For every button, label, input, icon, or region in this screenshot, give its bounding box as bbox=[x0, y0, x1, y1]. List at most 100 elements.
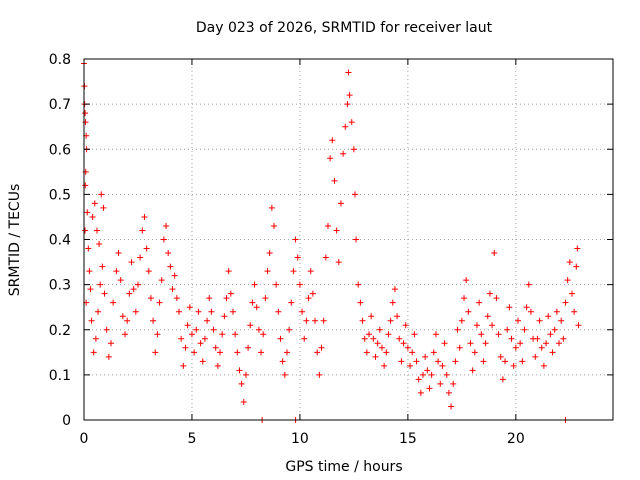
data-point bbox=[523, 304, 530, 311]
data-point bbox=[527, 308, 534, 315]
data-point bbox=[411, 331, 418, 338]
data-point bbox=[219, 331, 226, 338]
data-point bbox=[105, 353, 112, 360]
data-point bbox=[88, 317, 95, 324]
data-point bbox=[299, 308, 306, 315]
y-tick-labels: 0 0.1 0.2 0.3 0.4 0.5 0.6 0.7 0.8 bbox=[49, 52, 71, 429]
data-point bbox=[314, 349, 321, 356]
data-point bbox=[417, 389, 424, 396]
data-point bbox=[404, 344, 411, 351]
y-tick-label: 0.1 bbox=[49, 368, 71, 384]
data-point bbox=[521, 326, 528, 333]
y-tick-label: 0.7 bbox=[49, 97, 71, 113]
data-point bbox=[107, 340, 114, 347]
data-point bbox=[508, 335, 515, 342]
data-point bbox=[184, 322, 191, 329]
x-tick-label: 10 bbox=[291, 431, 309, 447]
data-point bbox=[229, 308, 236, 315]
y-tick-label: 0.4 bbox=[49, 233, 71, 249]
data-point bbox=[119, 313, 126, 320]
data-point bbox=[441, 340, 448, 347]
data-point bbox=[268, 204, 275, 211]
data-point bbox=[124, 317, 131, 324]
data-point bbox=[566, 259, 573, 266]
data-point bbox=[163, 222, 170, 229]
data-point bbox=[103, 326, 110, 333]
data-point bbox=[443, 371, 450, 378]
data-point bbox=[327, 155, 334, 162]
data-point bbox=[564, 277, 571, 284]
data-point bbox=[363, 349, 370, 356]
data-point bbox=[264, 268, 271, 275]
data-point bbox=[247, 322, 254, 329]
y-tick-label: 0.6 bbox=[49, 142, 71, 158]
data-point bbox=[82, 182, 89, 189]
data-point bbox=[158, 277, 165, 284]
data-point bbox=[545, 313, 552, 320]
data-point bbox=[359, 317, 366, 324]
data-point bbox=[137, 254, 144, 261]
data-point bbox=[236, 367, 243, 374]
data-point bbox=[461, 295, 468, 302]
data-point bbox=[473, 322, 480, 329]
data-point bbox=[482, 340, 489, 347]
data-point bbox=[456, 344, 463, 351]
y-axis-title: SRMTID / TECUs bbox=[7, 184, 23, 297]
data-point bbox=[560, 335, 567, 342]
data-point bbox=[540, 362, 547, 369]
data-point bbox=[357, 299, 364, 306]
data-point bbox=[439, 362, 446, 369]
data-point bbox=[255, 326, 262, 333]
x-axis-title: GPS time / hours bbox=[285, 459, 402, 475]
data-point bbox=[376, 326, 383, 333]
data-point bbox=[238, 380, 245, 387]
data-point bbox=[240, 398, 247, 405]
data-point bbox=[279, 358, 286, 365]
data-point bbox=[562, 299, 569, 306]
data-point bbox=[450, 380, 457, 387]
data-point bbox=[283, 349, 290, 356]
data-point bbox=[201, 335, 208, 342]
data-point bbox=[486, 290, 493, 297]
data-point bbox=[86, 268, 93, 275]
data-point bbox=[288, 299, 295, 306]
data-point bbox=[249, 299, 256, 306]
data-point bbox=[437, 380, 444, 387]
data-point bbox=[210, 326, 217, 333]
data-point bbox=[143, 245, 150, 252]
data-point bbox=[154, 331, 161, 338]
data-point bbox=[99, 263, 106, 270]
data-point bbox=[206, 295, 213, 302]
data-point bbox=[422, 353, 429, 360]
data-point bbox=[538, 344, 545, 351]
data-point bbox=[214, 362, 221, 369]
data-point bbox=[132, 308, 139, 315]
data-point bbox=[100, 204, 107, 211]
data-point bbox=[115, 250, 122, 257]
data-point bbox=[342, 123, 349, 130]
data-point bbox=[128, 259, 135, 266]
data-point bbox=[394, 313, 401, 320]
data-point bbox=[448, 403, 455, 410]
data-point bbox=[221, 313, 228, 320]
y-tick-label: 0.8 bbox=[49, 52, 71, 68]
data-point bbox=[398, 358, 405, 365]
data-point bbox=[348, 119, 355, 126]
data-point bbox=[266, 250, 273, 257]
data-point bbox=[355, 281, 362, 288]
data-point bbox=[558, 317, 565, 324]
data-point bbox=[510, 362, 517, 369]
data-point bbox=[156, 299, 163, 306]
data-point bbox=[344, 101, 351, 108]
axis-ticks bbox=[83, 58, 613, 421]
data-point bbox=[402, 322, 409, 329]
data-point bbox=[90, 349, 97, 356]
data-point bbox=[178, 335, 185, 342]
data-point bbox=[458, 317, 465, 324]
data-point bbox=[426, 385, 433, 392]
data-point bbox=[89, 213, 96, 220]
data-point bbox=[82, 227, 89, 234]
data-point bbox=[294, 254, 301, 261]
data-point bbox=[476, 299, 483, 306]
data-point bbox=[353, 236, 360, 243]
